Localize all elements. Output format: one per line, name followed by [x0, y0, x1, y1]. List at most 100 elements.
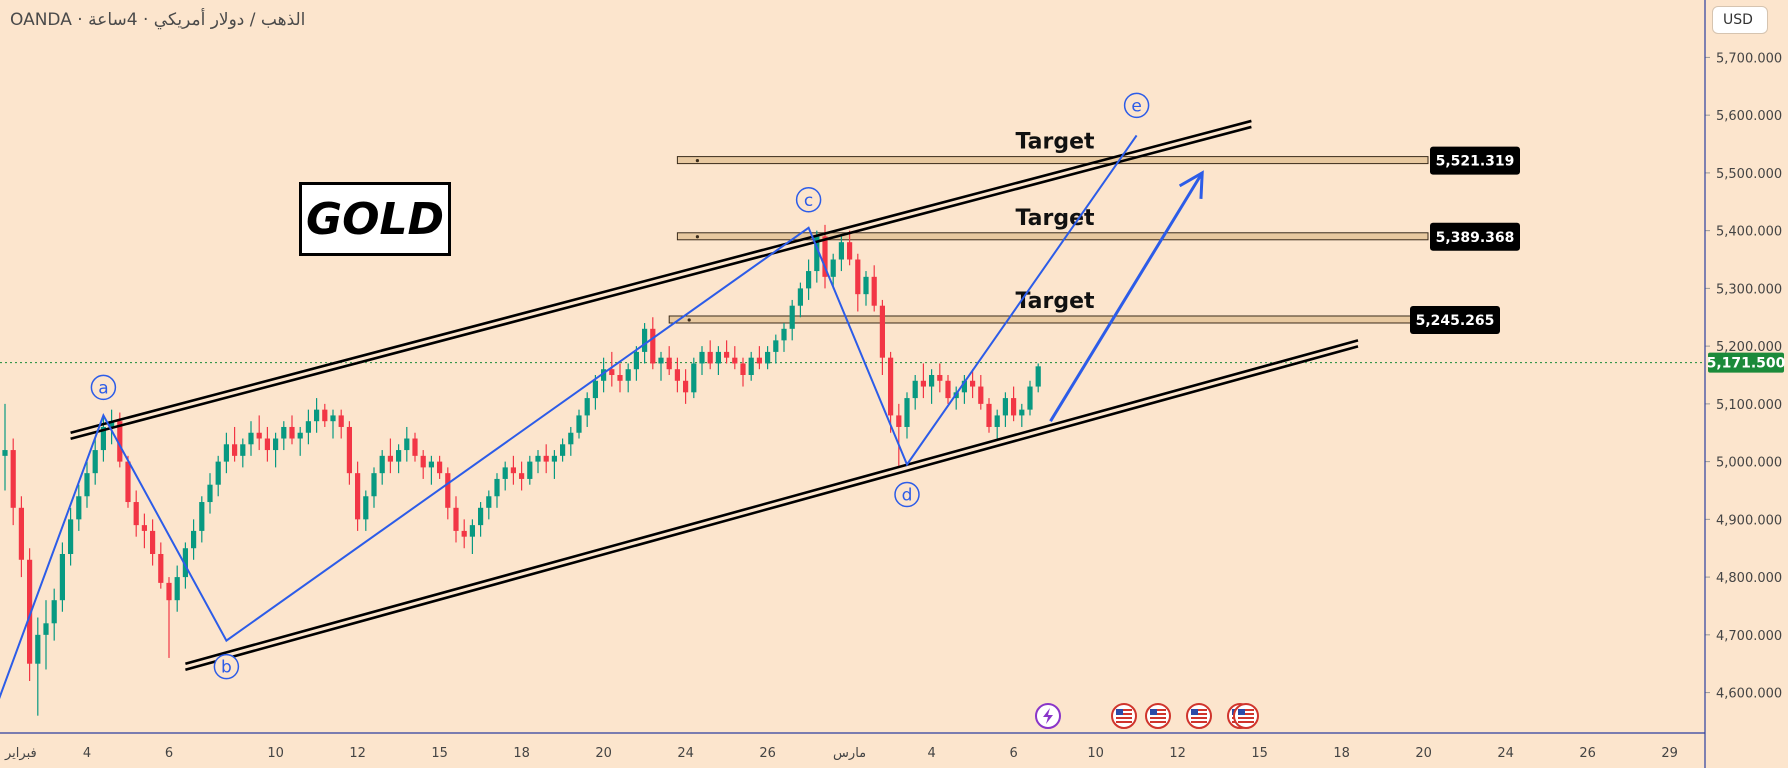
currency-button[interactable]: USD [1712, 6, 1768, 34]
candle-body [117, 421, 123, 462]
candle-body [715, 351, 721, 364]
candle-body [519, 473, 525, 479]
wave-label: c [804, 191, 813, 211]
gold-label-box: GOLD [299, 182, 451, 256]
candle-body [264, 438, 270, 451]
target-label: Target [1015, 289, 1095, 314]
candle-body [2, 450, 8, 456]
zone-anchor [695, 235, 700, 239]
x-tick-label: مارس [833, 746, 866, 761]
projection-arrow[interactable] [1049, 170, 1204, 422]
us-flag-icon[interactable] [1233, 703, 1259, 729]
candle-body [666, 357, 672, 370]
candle-body [920, 380, 926, 387]
flag-stripe [1238, 713, 1254, 715]
flag-stripe [1191, 721, 1207, 723]
candle-body [322, 409, 328, 422]
arrow-shaft[interactable] [1049, 172, 1204, 422]
candle-body [92, 450, 98, 474]
candle-body [691, 363, 697, 393]
candle-body [330, 415, 336, 422]
us-flag-icon[interactable] [1186, 703, 1212, 729]
wave-label: a [98, 378, 108, 398]
flag-ring [1111, 703, 1137, 729]
symbol-title: OANDA · الذهب / دولار أمريكي · 4ساعة [10, 10, 306, 30]
candle-body [150, 530, 156, 554]
candle-body [461, 530, 467, 537]
candle-body [847, 242, 853, 260]
flag-stripe [1150, 709, 1166, 711]
candle-body [658, 357, 664, 364]
target-price-label: 5,521.319 [1436, 154, 1515, 170]
candle-body [314, 409, 320, 422]
y-tick-label: 5,200.000 [1716, 340, 1782, 355]
us-flag-icon[interactable] [1111, 703, 1137, 729]
candle-body [994, 415, 1000, 427]
x-axis[interactable]: فبراير 4 6 10 12 15 18 20 24 26 مارس 4 6 10 12 15 18 20 24… [4, 746, 1678, 761]
arrow-head[interactable] [1178, 170, 1204, 199]
candle-body [797, 288, 803, 306]
wave-path[interactable]: a b c d e [0, 92, 1150, 727]
x-tick-label: 15 [1251, 746, 1268, 761]
wave-label: d [902, 486, 913, 506]
lower-channel-line-inner[interactable] [185, 345, 1359, 671]
candle-body [535, 455, 541, 462]
y-axis[interactable]: 5,700.000 5,600.000 5,500.000 5,400.000 5,30… [0, 51, 1782, 702]
flag-stripe [1116, 717, 1132, 719]
candle-body [683, 380, 689, 393]
candle-body [453, 507, 459, 531]
wave-label: e [1131, 96, 1141, 116]
candle-body [912, 380, 918, 399]
candle-body [855, 259, 861, 295]
upper-channel-line-inner[interactable] [70, 125, 1252, 440]
candle-body [551, 455, 557, 462]
flag-stripe [1191, 717, 1207, 719]
x-tick-label: 6 [1009, 746, 1017, 761]
candle-body [51, 600, 57, 624]
candle-body [256, 432, 262, 439]
upper-channel-line[interactable] [70, 119, 1252, 434]
target-zone [676, 156, 1429, 165]
candle-body [297, 432, 303, 439]
candle-body [863, 276, 869, 295]
candle-body [109, 421, 115, 427]
candle-body [199, 502, 205, 531]
flag-canton [1150, 709, 1157, 715]
us-flag-icon[interactable] [1145, 703, 1171, 729]
candle-body [35, 634, 41, 664]
candle-body [84, 473, 90, 497]
lower-channel-line[interactable] [185, 339, 1359, 665]
candle-body [961, 380, 967, 393]
candle-body [396, 450, 402, 462]
candle-body [888, 357, 894, 416]
target-price-tag [1410, 305, 1500, 334]
flag-canton [1191, 709, 1198, 715]
candle-body [59, 554, 65, 601]
x-tick-label: 4 [927, 746, 935, 761]
candle-body [469, 525, 475, 537]
y-tick-label: 4,800.000 [1716, 571, 1782, 586]
y-tick-label: 5,600.000 [1716, 109, 1782, 124]
event-icons[interactable] [1035, 703, 1259, 729]
candle-body [100, 426, 106, 451]
x-tick-label: 20 [1415, 746, 1432, 761]
candle-body [125, 461, 131, 503]
x-tick-label: 15 [431, 746, 448, 761]
candle-body [1027, 386, 1033, 410]
target-label: Target [1015, 130, 1095, 155]
candle-body [601, 369, 607, 381]
candle-body [1002, 398, 1008, 416]
wave-line[interactable] [0, 134, 1138, 727]
candle-body [215, 461, 221, 485]
channel-lines[interactable] [70, 119, 1359, 671]
candle-body [879, 305, 885, 358]
x-tick-label: 24 [1497, 746, 1514, 761]
candle-body [404, 438, 410, 451]
candle-body [10, 450, 16, 508]
candle-body [756, 357, 762, 364]
zone-anchor [695, 158, 700, 163]
wave-marker [795, 187, 822, 213]
wave-label: b [221, 658, 232, 678]
x-tick-label: 12 [1169, 746, 1186, 761]
